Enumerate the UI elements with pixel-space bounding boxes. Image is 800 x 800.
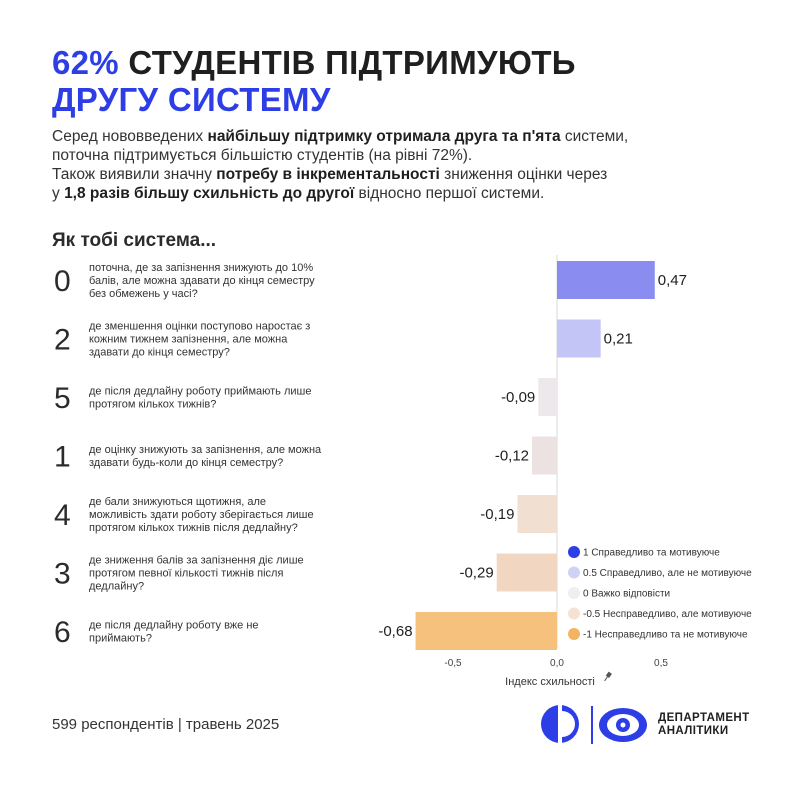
legend-entry: -1 Несправедливо та не мотивуюче: [583, 630, 748, 641]
option-description: приймають?: [89, 633, 152, 645]
option-description: без обмежень у часі?: [89, 288, 198, 300]
legend-swatch: [568, 628, 580, 640]
bar-value-label: 0,47: [658, 272, 687, 289]
title-rest: СТУДЕНТІВ ПІДТРИМУЮТЬ: [118, 44, 576, 81]
department-logo-mark-icon: [541, 704, 647, 744]
intro-text: Серед нововведених найбільшу підтримку о…: [52, 127, 772, 203]
bar-option-2: [557, 319, 601, 358]
legend-swatch: [568, 546, 580, 558]
x-tick-label: 0,0: [550, 658, 564, 669]
option-number: 6: [54, 616, 71, 649]
option-description: кожним тижнем запізнення, але можна: [89, 334, 288, 346]
option-description: здавати до кінця семестру?: [89, 347, 230, 359]
option-number: 5: [54, 382, 71, 415]
legend-swatch: [568, 607, 580, 620]
intro-line-2: поточна підтримується більшістю студенті…: [52, 147, 473, 164]
option-description: протягом кількох тижнів?: [89, 399, 216, 411]
bar-value-label: -0,19: [480, 506, 514, 523]
option-description: де зниження балів за запізнення діє лише: [89, 555, 304, 567]
option-description: можливість здати роботу зберігається лиш…: [89, 509, 314, 521]
x-tick-label: 0,5: [654, 658, 668, 669]
legend-entry: 0 Важко відповісти: [583, 589, 670, 600]
bar-option-3: [496, 553, 557, 592]
intro-line-3: Також виявили значну потребу в інкремент…: [52, 166, 608, 183]
bar-value-label: 0,21: [604, 331, 633, 348]
bar-option-5: [538, 378, 557, 416]
legend-entry: 1 Справедливо та мотивуюче: [583, 548, 720, 559]
option-description: де після дедлайну роботу вже не: [89, 620, 259, 632]
bar-value-label: -0,68: [378, 623, 412, 640]
legend-entry: -0.5 Несправедливо, але мотивуюче: [583, 609, 752, 620]
option-number: 0: [54, 265, 71, 298]
option-description: де після дедлайну роботу приймають лише: [89, 386, 311, 398]
option-description: де оцінку знижують за запізнення, але мо…: [89, 444, 322, 456]
bar-option-0: [557, 261, 655, 299]
bar-value-label: -0,12: [495, 448, 529, 465]
option-number: 1: [54, 441, 71, 474]
option-description: де бали знижуються щотижня, але: [89, 496, 266, 508]
bar-option-6: [415, 612, 557, 650]
legend-swatch: [568, 587, 580, 599]
pin-icon: [604, 671, 612, 682]
option-description: протягом кількох тижнів після дедлайну?: [89, 522, 298, 534]
intro-line-1: Серед нововведених найбільшу підтримку о…: [52, 128, 629, 145]
option-number: 2: [54, 324, 71, 357]
legend-entry: 0.5 Справедливо, але не мотивуюче: [583, 568, 752, 579]
option-description: балів, але можна здавати до кінця семест…: [89, 275, 315, 287]
x-axis-title: Індекс схильності: [505, 676, 595, 688]
page-title: 62% СТУДЕНТІВ ПІДТРИМУЮТЬ ДРУГУ СИСТЕМУ: [52, 44, 576, 118]
title-highlight: 62%: [52, 44, 119, 81]
intro-line-4: у 1,8 разів більшу схильність до другої …: [52, 185, 545, 202]
bar-value-label: -0,29: [459, 565, 493, 582]
x-tick-label: -0,5: [444, 658, 462, 669]
bar-option-1: [532, 436, 557, 475]
option-description: де зменшення оцінки поступово наростає з: [89, 321, 310, 333]
bar-value-label: -0,09: [501, 389, 535, 406]
option-number: 4: [54, 499, 71, 532]
option-description: поточна, де за запізнення знижують до 10…: [89, 262, 313, 274]
option-number: 3: [54, 558, 71, 591]
department-logo-text: ДЕПАРТАМЕНТ АНАЛІТИКИ: [658, 712, 750, 737]
option-description: дедлайну?: [89, 581, 144, 593]
chart-question: Як тобі система...: [52, 230, 217, 251]
option-description: здавати будь-коли до кінця семестру?: [89, 457, 283, 469]
department-logo: ДЕПАРТАМЕНТ АНАЛІТИКИ: [540, 700, 770, 750]
legend-swatch: [568, 566, 580, 579]
respondents-note: 599 респондентів | травень 2025: [52, 716, 280, 733]
title-line-2: ДРУГУ СИСТЕМУ: [52, 81, 331, 118]
option-description: протягом певної кількості тижнів після: [89, 568, 283, 580]
bar-option-4: [517, 495, 557, 533]
